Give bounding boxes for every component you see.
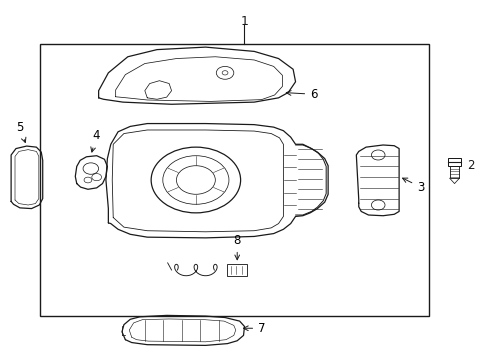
Text: 4: 4 <box>91 130 100 152</box>
Text: 8: 8 <box>233 234 241 260</box>
Bar <box>227 264 246 276</box>
Text: 6: 6 <box>285 88 317 101</box>
Text: 2: 2 <box>466 159 474 172</box>
Bar <box>40 44 428 316</box>
Bar <box>449 166 458 178</box>
Text: 1: 1 <box>240 14 248 27</box>
Text: 7: 7 <box>243 322 265 335</box>
Text: 3: 3 <box>402 178 424 194</box>
Text: 5: 5 <box>16 121 26 143</box>
Bar <box>447 158 460 166</box>
